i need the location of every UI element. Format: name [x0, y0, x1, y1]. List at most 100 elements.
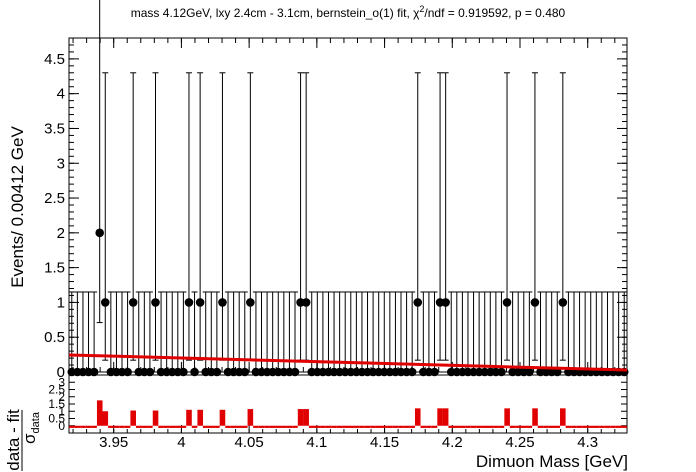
pull-bar — [409, 425, 415, 428]
data-point — [100, 298, 110, 307]
data-point — [240, 367, 250, 377]
pull-bar — [281, 425, 287, 428]
y-tick-label: 3.5 — [44, 120, 65, 137]
pull-bar — [197, 409, 204, 426]
pull-bar — [348, 425, 354, 428]
pull-bar — [526, 425, 533, 428]
pull-bar — [431, 425, 438, 428]
data-point — [525, 367, 534, 377]
pull-bar — [454, 425, 460, 428]
pull-bar — [113, 425, 120, 428]
pull-bar — [359, 425, 365, 428]
pull-bar — [269, 425, 276, 428]
pull-bar — [509, 425, 516, 428]
data-point — [128, 298, 138, 307]
pull-y-tick-label: 0.5 — [48, 412, 65, 426]
pull-bar — [163, 425, 170, 428]
x-tick-label: 4.2 — [442, 434, 463, 451]
pull-y-label-top: data - fit — [4, 409, 23, 471]
data-point — [558, 298, 568, 307]
pull-frame — [68, 374, 628, 434]
pull-bar — [236, 425, 242, 428]
pull-bar — [141, 425, 148, 428]
pull-bar — [420, 425, 427, 428]
pull-bar — [364, 425, 371, 428]
pull-bar — [180, 425, 187, 428]
y-tick-label: 0.5 — [44, 329, 65, 346]
pull-bar — [74, 425, 81, 428]
pull-bar — [292, 425, 298, 428]
pull-bar — [336, 425, 343, 428]
fit-curve — [68, 353, 628, 372]
pull-bar — [565, 425, 572, 428]
pull-bar — [576, 425, 583, 428]
data-point — [530, 298, 540, 307]
pull-bar — [325, 425, 332, 428]
pull-bar — [308, 425, 315, 428]
pull-bar — [320, 425, 326, 428]
pull-bar — [202, 425, 209, 428]
pull-bar — [253, 425, 259, 428]
x-tick-label: 4.3 — [577, 434, 598, 451]
pull-bar — [621, 425, 627, 428]
pull-bar — [403, 425, 410, 428]
pull-sigma: σ — [20, 433, 39, 444]
pull-bar — [493, 425, 499, 428]
pull-bar — [130, 410, 136, 426]
pull-bar — [604, 425, 611, 428]
data-point — [246, 298, 255, 307]
data-point — [497, 367, 506, 377]
pull-y-tick-label: 1 — [58, 404, 65, 418]
pull-bar — [437, 408, 443, 426]
pull-bar — [459, 425, 466, 428]
pull-bar — [303, 409, 309, 426]
pull-bar — [124, 425, 131, 428]
y-axis-label: Events/ 0.00412 GeV — [8, 126, 27, 288]
pull-bar — [481, 425, 488, 428]
y-tick-label: 1 — [57, 294, 65, 311]
pull-bar — [353, 425, 360, 428]
pull-bar — [414, 408, 421, 426]
pull-plot: 3.95 4 4.05 4.1 4.15 4.2 4.25 4.3 00.511.522.53 — [48, 374, 628, 451]
data-point — [290, 367, 300, 377]
pull-bar — [487, 425, 494, 428]
pull-bar — [387, 425, 393, 428]
pull-bar — [342, 425, 348, 428]
pull-bar — [375, 425, 382, 428]
data-point — [441, 298, 450, 307]
pull-bar — [554, 425, 561, 428]
pull-bar — [147, 425, 153, 428]
y-tick-label: 0 — [57, 364, 65, 381]
pull-bar — [219, 409, 226, 426]
pull-bar — [186, 409, 192, 426]
title-prefix: mass 4.12GeV, lxy 2.4cm - 3.1cm, bernste… — [131, 6, 420, 20]
pull-bar — [80, 425, 86, 428]
pull-bar — [599, 425, 605, 428]
data-point — [430, 367, 439, 377]
pull-bar — [548, 425, 555, 428]
pull-bar — [398, 425, 404, 428]
pull-bar — [498, 425, 505, 428]
pull-bar — [225, 425, 231, 428]
pull-bar — [175, 425, 181, 428]
data-point — [413, 298, 423, 307]
pull-bar — [381, 425, 388, 428]
pull-bar — [119, 425, 125, 428]
pull-y-tick-label: 2.5 — [48, 383, 65, 397]
pull-y-tick-label: 3 — [58, 375, 65, 389]
pull-bar — [191, 425, 198, 428]
pull-bar — [258, 425, 265, 428]
pull-bar — [91, 425, 97, 428]
data-point — [502, 298, 512, 307]
pull-bar — [169, 425, 176, 428]
x-tick-label: 4.25 — [505, 434, 534, 451]
main-frame — [68, 37, 628, 373]
pull-bar — [214, 425, 220, 428]
pull-bar — [152, 410, 159, 426]
pull-bar — [426, 425, 432, 428]
pull-bar — [610, 425, 616, 428]
pull-bar — [158, 425, 164, 428]
pull-bar — [69, 425, 75, 428]
pull-bar — [392, 425, 399, 428]
y-tick-label: 2 — [57, 225, 65, 242]
